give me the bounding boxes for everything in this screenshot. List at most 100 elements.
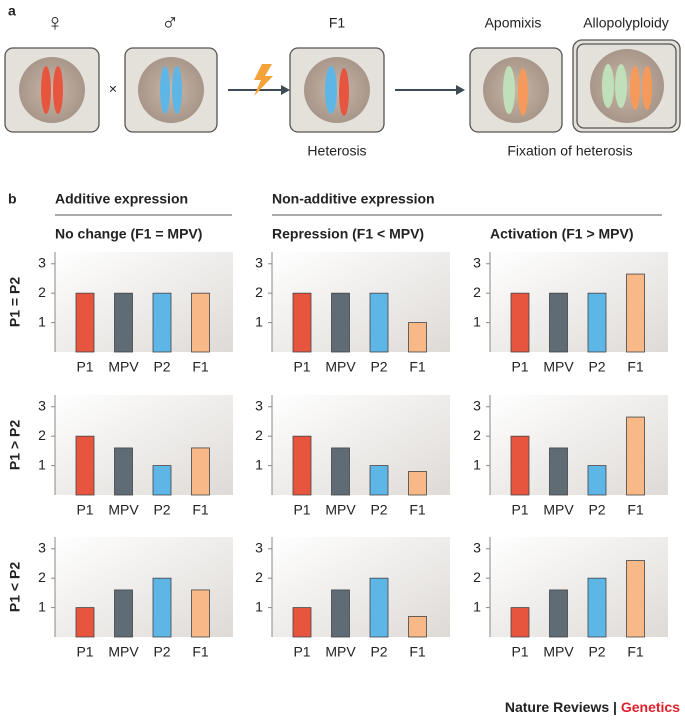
x-tick-label: P1 xyxy=(293,644,310,660)
y-tick-label: 2 xyxy=(473,284,481,300)
x-tick-label: P2 xyxy=(370,644,387,660)
x-tick-label: MPV xyxy=(543,644,574,660)
journal: Nature Reviews xyxy=(505,699,609,715)
bar xyxy=(626,273,645,353)
bar xyxy=(369,465,389,496)
x-tick-label: MPV xyxy=(325,502,356,518)
bar xyxy=(549,589,568,638)
x-tick-label: P1 xyxy=(293,359,310,375)
x-tick-label: P1 xyxy=(76,359,93,375)
y-tick-label: 1 xyxy=(255,313,263,329)
x-tick-label: MPV xyxy=(108,359,139,375)
bar xyxy=(510,607,530,638)
bar xyxy=(75,607,95,638)
panel-label: b xyxy=(8,191,17,207)
bar xyxy=(331,589,350,638)
y-tick-label: 3 xyxy=(473,397,481,413)
bar xyxy=(191,589,210,638)
x-tick-label: P1 xyxy=(511,644,528,660)
x-tick-label: MPV xyxy=(543,359,574,375)
y-tick-label: 3 xyxy=(38,254,46,270)
y-tick-label: 1 xyxy=(473,456,481,472)
x-tick-label: MPV xyxy=(108,644,139,660)
y-tick-label: 1 xyxy=(38,598,46,614)
fixation-label: Fixation of heterosis xyxy=(507,143,632,159)
x-tick-label: MPV xyxy=(543,502,574,518)
chromosome xyxy=(503,66,515,114)
lightning xyxy=(254,64,273,96)
nucleus xyxy=(483,57,549,123)
chromosome xyxy=(642,66,652,110)
allopolyploidy-label: Allopolyploidy xyxy=(583,15,669,31)
column-header: No change (F1 = MPV) xyxy=(55,226,202,242)
chromosome xyxy=(339,68,349,116)
row-header: P1 = P2 xyxy=(7,277,23,327)
group-header: Additive expression xyxy=(55,191,188,207)
row-header: P1 < P2 xyxy=(7,562,23,612)
bar xyxy=(292,607,312,638)
y-tick-label: 1 xyxy=(38,313,46,329)
chromosome xyxy=(53,66,63,114)
y-tick-label: 2 xyxy=(255,284,263,300)
cross-symbol: × xyxy=(109,81,117,97)
x-tick-label: F1 xyxy=(409,644,426,660)
chromosome xyxy=(172,66,182,114)
bar xyxy=(626,560,645,638)
y-tick-label: 3 xyxy=(255,254,263,270)
bar xyxy=(510,435,530,496)
bar xyxy=(408,322,427,353)
bar xyxy=(152,577,172,638)
x-tick-label: F1 xyxy=(192,359,209,375)
apomixis-label: Apomixis xyxy=(485,15,542,31)
y-tick-label: 1 xyxy=(255,598,263,614)
heterosis-label: Heterosis xyxy=(307,143,366,159)
female-symbol: ♀ xyxy=(46,9,64,36)
nucleus xyxy=(138,57,204,123)
arrow-head xyxy=(281,85,290,95)
chromosome xyxy=(630,66,640,110)
bar xyxy=(626,416,645,496)
bar xyxy=(191,447,210,496)
y-tick-label: 2 xyxy=(38,569,46,585)
bar xyxy=(152,465,172,496)
bar xyxy=(114,589,133,638)
bar xyxy=(75,292,95,353)
bar xyxy=(587,465,607,496)
y-tick-label: 2 xyxy=(255,427,263,443)
bar xyxy=(587,577,607,638)
cells xyxy=(4,39,681,133)
x-tick-label: P1 xyxy=(76,644,93,660)
y-tick-label: 2 xyxy=(38,284,46,300)
y-tick-label: 2 xyxy=(473,569,481,585)
bar xyxy=(408,616,427,638)
bar xyxy=(369,577,389,638)
y-tick-label: 3 xyxy=(38,539,46,555)
x-tick-label: F1 xyxy=(627,359,644,375)
y-tick-label: 2 xyxy=(38,427,46,443)
chromosome xyxy=(602,64,614,108)
x-tick-label: P1 xyxy=(293,502,310,518)
x-tick-label: P2 xyxy=(588,502,605,518)
x-tick-label: F1 xyxy=(192,644,209,660)
bar xyxy=(114,292,133,353)
x-tick-label: P2 xyxy=(153,502,170,518)
bar xyxy=(587,292,607,353)
row-header: P1 > P2 xyxy=(7,420,23,470)
y-tick-label: 1 xyxy=(473,598,481,614)
y-tick-label: 3 xyxy=(473,539,481,555)
arrow-head xyxy=(456,85,465,95)
y-tick-label: 3 xyxy=(255,539,263,555)
y-tick-label: 3 xyxy=(473,254,481,270)
chromosome xyxy=(518,68,528,116)
y-tick-label: 3 xyxy=(38,397,46,413)
y-tick-label: 1 xyxy=(473,313,481,329)
x-tick-label: MPV xyxy=(108,502,139,518)
bar xyxy=(114,447,133,496)
bar xyxy=(369,292,389,353)
x-tick-label: P2 xyxy=(588,644,605,660)
x-tick-label: P2 xyxy=(588,359,605,375)
x-tick-label: P1 xyxy=(511,502,528,518)
chromosome xyxy=(41,66,51,114)
nucleus xyxy=(19,57,85,123)
x-tick-label: F1 xyxy=(409,359,426,375)
